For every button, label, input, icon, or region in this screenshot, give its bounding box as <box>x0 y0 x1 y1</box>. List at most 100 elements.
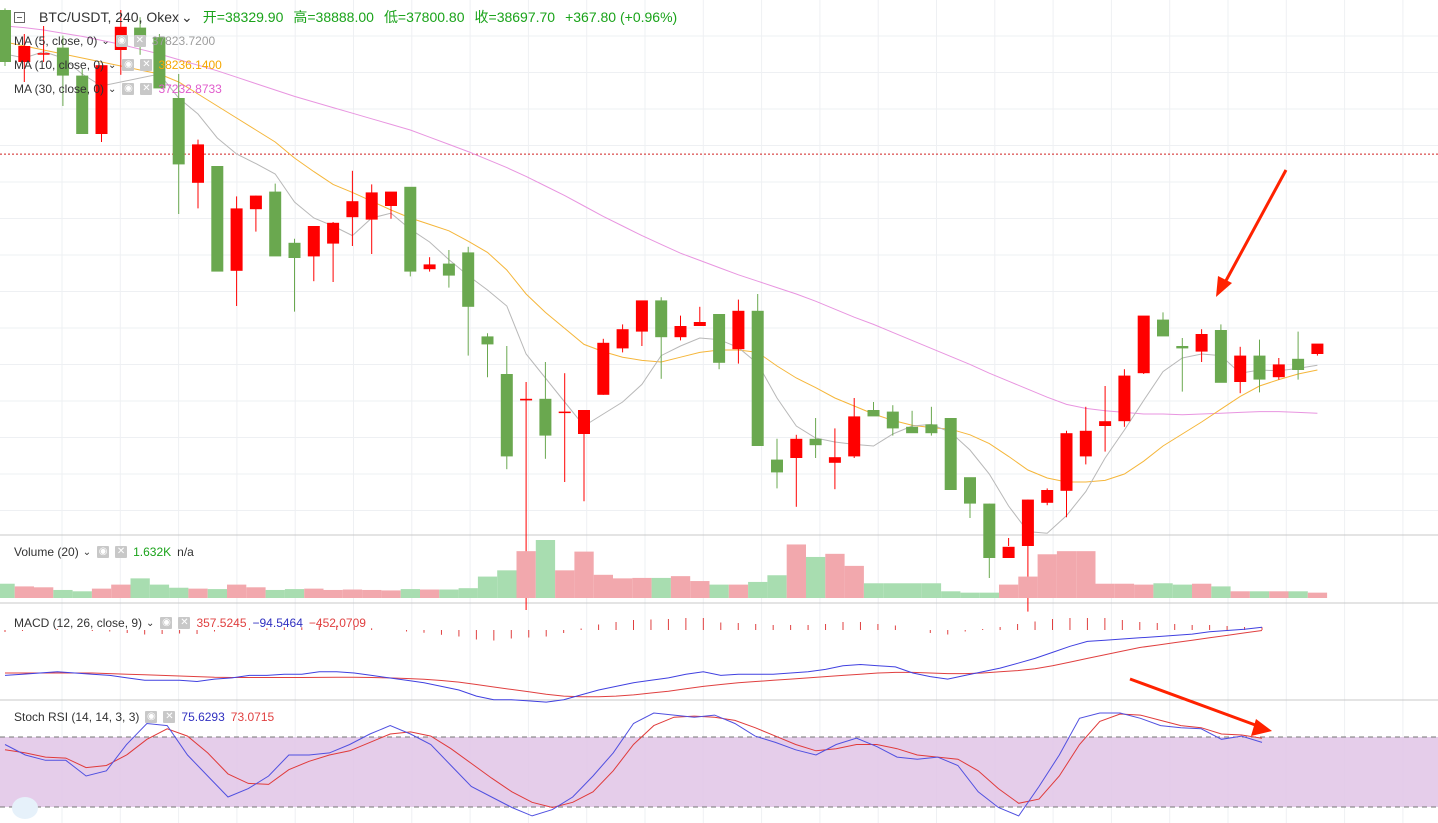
close-icon[interactable]: ✕ <box>115 546 128 558</box>
chevron-down-icon[interactable]: ⌄ <box>101 35 110 47</box>
candle-body <box>423 264 436 270</box>
candle-body <box>732 310 745 350</box>
chevron-down-icon[interactable]: ⌄ <box>146 617 155 629</box>
volume-bar <box>651 577 671 598</box>
volume-bar <box>690 581 710 598</box>
annotation-arrow-shaft <box>1220 169 1288 289</box>
chevron-down-icon[interactable]: ⌄ <box>82 546 92 558</box>
volume-bar <box>921 583 942 598</box>
candle-body <box>56 47 69 76</box>
stoch-rsi-series <box>4 712 1263 817</box>
volume-bar <box>999 584 1019 598</box>
volume-bar <box>709 584 729 598</box>
candle-body <box>867 410 880 417</box>
volume-bar <box>1288 591 1308 598</box>
candle-body <box>0 10 11 62</box>
volume-bar <box>91 588 112 598</box>
volume-bar <box>1230 591 1250 598</box>
macd-signal-line <box>5 630 1263 698</box>
legend-label[interactable]: MA (5, close, 0) <box>14 34 98 48</box>
tradingview-logo-icon[interactable] <box>12 797 38 819</box>
legend-value: 1.632K <box>133 545 172 559</box>
volume-bar <box>1211 586 1231 598</box>
close-icon[interactable]: ✕ <box>178 617 191 629</box>
volume-bar <box>1269 591 1289 598</box>
candle-body <box>1060 433 1073 491</box>
legend-ma5: MA (5, close, 0) ⌄ ◉ ✕ 37823.7200 <box>14 34 215 48</box>
high-value: 高=38888.00 <box>293 9 374 25</box>
candle-body <box>751 310 764 446</box>
legend-value: 73.0715 <box>230 710 275 724</box>
volume-bar <box>130 578 150 598</box>
candle-body <box>404 186 417 272</box>
legend-label[interactable]: Volume (20) <box>14 545 79 559</box>
symbol-title[interactable]: BTC/USDT, 240, Okex <box>39 9 180 25</box>
volume-bar <box>400 589 420 598</box>
eye-icon[interactable]: ◉ <box>97 546 110 558</box>
candle-body <box>983 503 996 558</box>
candle-body <box>1292 358 1305 370</box>
candle-body <box>269 191 282 257</box>
volume-bar <box>1153 583 1173 598</box>
chevron-down-icon[interactable]: ⌄ <box>108 59 117 71</box>
collapse-icon[interactable] <box>14 11 25 23</box>
legend-value: 37232.8733 <box>158 82 222 96</box>
close-icon[interactable]: ✕ <box>140 59 153 71</box>
volume-bar <box>806 556 826 598</box>
close-icon[interactable]: ✕ <box>163 711 176 723</box>
candle-body <box>944 418 957 490</box>
legend-ma10: MA (10, close, 0) ⌄ ◉ ✕ 38236.1400 <box>14 58 222 72</box>
chevron-down-icon[interactable]: ⌄ <box>181 8 193 25</box>
candle-body <box>1002 546 1015 558</box>
volume-bar <box>342 589 363 598</box>
candle-body <box>1272 364 1285 378</box>
candle-body <box>1195 334 1208 352</box>
annotation-arrows <box>1129 169 1288 736</box>
candle-body <box>1176 346 1189 349</box>
eye-icon[interactable]: ◉ <box>122 59 135 71</box>
eye-icon[interactable]: ◉ <box>115 35 128 47</box>
volume-bar <box>863 583 884 598</box>
candle-body <box>1118 375 1131 422</box>
close-icon[interactable]: ✕ <box>133 35 146 47</box>
volume-bar <box>1192 583 1212 598</box>
candle-body <box>462 252 475 307</box>
candle-body <box>1234 355 1247 382</box>
volume-bar <box>1249 591 1270 598</box>
legend-extra: n/a <box>177 545 194 559</box>
legend-label[interactable]: MACD (12, 26, close, 9) <box>14 616 143 630</box>
candle-body <box>192 144 204 183</box>
candle-body <box>790 438 803 458</box>
volume-bar <box>169 587 189 598</box>
candle-body <box>1311 343 1324 354</box>
volume-bar <box>670 576 691 598</box>
volume-bar <box>786 544 806 598</box>
candle-body <box>500 374 513 457</box>
candle-body <box>1214 330 1227 383</box>
chevron-down-icon[interactable]: ⌄ <box>108 83 117 95</box>
legend-value: −94.5464 <box>252 616 303 630</box>
legend-label[interactable]: MA (10, close, 0) <box>14 58 105 72</box>
volume-bar <box>265 589 285 598</box>
volume-bar <box>767 575 787 598</box>
eye-icon[interactable]: ◉ <box>145 711 158 723</box>
candle-body <box>964 477 976 504</box>
candle-body <box>520 398 533 401</box>
volume-bar <box>53 589 73 598</box>
volume-bar <box>555 570 575 598</box>
legend-label[interactable]: Stoch RSI (14, 14, 3, 3) <box>14 710 140 724</box>
candle-body <box>1041 490 1054 503</box>
legend-value: 75.6293 <box>181 710 225 724</box>
candle-body <box>713 314 726 363</box>
eye-icon[interactable]: ◉ <box>122 83 135 95</box>
close-icon[interactable]: ✕ <box>140 83 153 95</box>
volume-bar <box>304 588 324 598</box>
candle-body <box>172 98 185 165</box>
volume-bar <box>844 565 864 598</box>
candle-body <box>635 300 648 332</box>
volume-bar <box>497 570 517 598</box>
eye-icon[interactable]: ◉ <box>160 617 173 629</box>
volume-bar <box>1056 551 1077 598</box>
legend-label[interactable]: MA (30, close, 0) <box>14 82 105 96</box>
